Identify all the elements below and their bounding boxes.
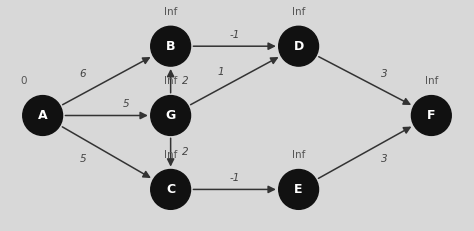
Text: 3: 3 bbox=[381, 69, 387, 79]
Text: C: C bbox=[166, 183, 175, 196]
Ellipse shape bbox=[151, 26, 191, 66]
Text: Inf: Inf bbox=[292, 150, 305, 160]
Ellipse shape bbox=[411, 96, 451, 135]
Text: 2: 2 bbox=[182, 147, 188, 158]
Text: 5: 5 bbox=[122, 99, 129, 109]
Ellipse shape bbox=[279, 26, 319, 66]
Ellipse shape bbox=[151, 96, 191, 135]
Text: -1: -1 bbox=[229, 30, 240, 40]
Text: Inf: Inf bbox=[292, 7, 305, 17]
Text: E: E bbox=[294, 183, 303, 196]
Text: Inf: Inf bbox=[164, 76, 177, 86]
Text: D: D bbox=[293, 40, 304, 53]
Text: 0: 0 bbox=[20, 76, 27, 86]
Text: Inf: Inf bbox=[164, 7, 177, 17]
Text: 3: 3 bbox=[381, 154, 387, 164]
Text: B: B bbox=[166, 40, 175, 53]
Text: 5: 5 bbox=[80, 154, 86, 164]
Text: Inf: Inf bbox=[425, 76, 438, 86]
Text: Inf: Inf bbox=[164, 150, 177, 160]
Text: F: F bbox=[427, 109, 436, 122]
Text: -1: -1 bbox=[229, 173, 240, 183]
Ellipse shape bbox=[151, 170, 191, 209]
Text: 1: 1 bbox=[217, 67, 224, 77]
Ellipse shape bbox=[23, 96, 63, 135]
Text: 2: 2 bbox=[182, 76, 188, 86]
Text: G: G bbox=[165, 109, 176, 122]
Text: A: A bbox=[38, 109, 47, 122]
Text: 6: 6 bbox=[80, 69, 86, 79]
Ellipse shape bbox=[279, 170, 319, 209]
